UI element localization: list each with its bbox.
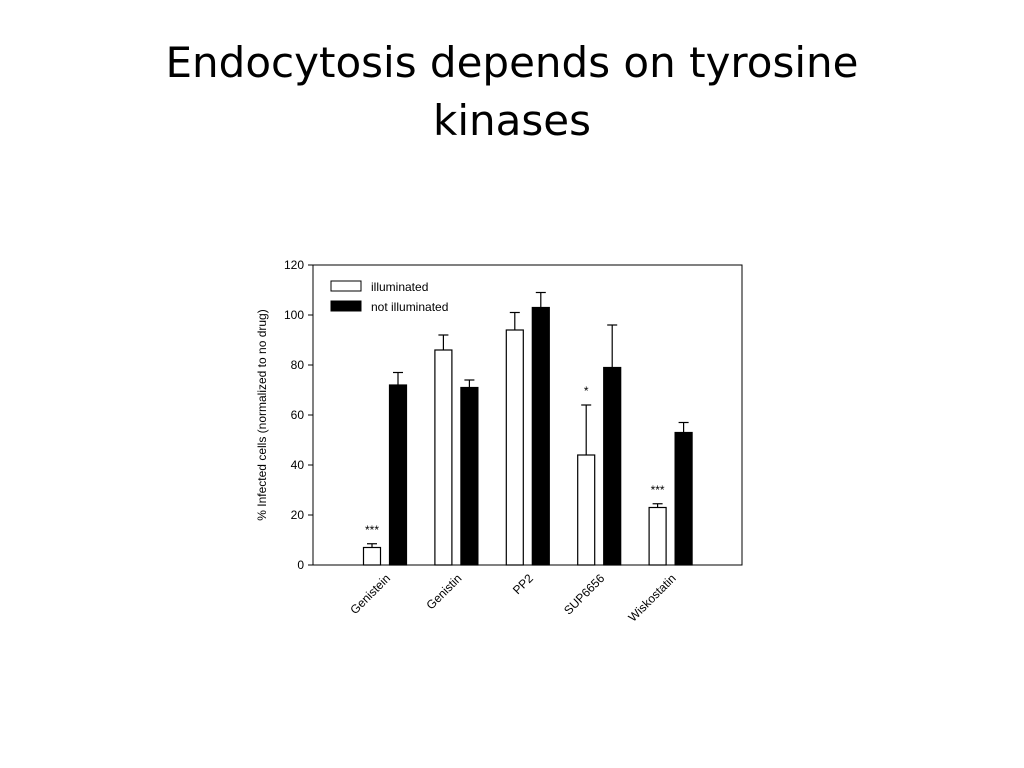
error-bar: [678, 421, 689, 433]
legend-label: illuminated: [371, 280, 428, 294]
error-bar: [438, 334, 449, 350]
error-bar: [652, 503, 663, 508]
slide-title: Endocytosis depends on tyrosine kinases: [165, 38, 859, 145]
bar: [434, 349, 453, 566]
y-tick-label: 120: [284, 258, 304, 272]
x-tick-label: Genistein: [347, 571, 393, 617]
error-bar: [607, 324, 618, 368]
significance-label: ***: [651, 483, 665, 497]
bar: [531, 306, 550, 566]
bar: [362, 546, 382, 566]
bar: [505, 329, 524, 566]
bar: [460, 386, 479, 566]
y-tick-label: 40: [291, 458, 305, 472]
y-axis-label: % Infected cells (normalized to no drug): [255, 309, 269, 520]
legend-label: not illuminated: [371, 300, 448, 314]
legend-swatch: [330, 300, 362, 312]
error-bar: [367, 543, 377, 548]
significance-label: *: [584, 384, 589, 398]
y-tick-label: 100: [284, 308, 304, 322]
y-tick-label: 80: [291, 358, 305, 372]
x-tick-label: Genistin: [423, 571, 464, 612]
error-bar: [393, 371, 403, 385]
error-bar: [464, 379, 475, 388]
error-bar: [535, 291, 546, 308]
bar: [603, 366, 622, 566]
significance-label: ***: [365, 523, 379, 537]
legend-swatch: [330, 280, 362, 292]
bar: [648, 506, 667, 566]
y-tick-label: 20: [291, 508, 305, 522]
y-tick-label: 0: [297, 558, 304, 572]
error-bar: [581, 404, 592, 455]
x-tick-label: SUP6656: [561, 571, 607, 617]
bar: [388, 384, 408, 566]
error-bar: [509, 311, 520, 330]
y-tick-label: 60: [291, 408, 305, 422]
x-tick-label: Wiskostatin: [625, 571, 678, 624]
x-tick-label: PP2: [510, 571, 536, 597]
bar: [577, 454, 596, 566]
bar: [674, 431, 693, 566]
